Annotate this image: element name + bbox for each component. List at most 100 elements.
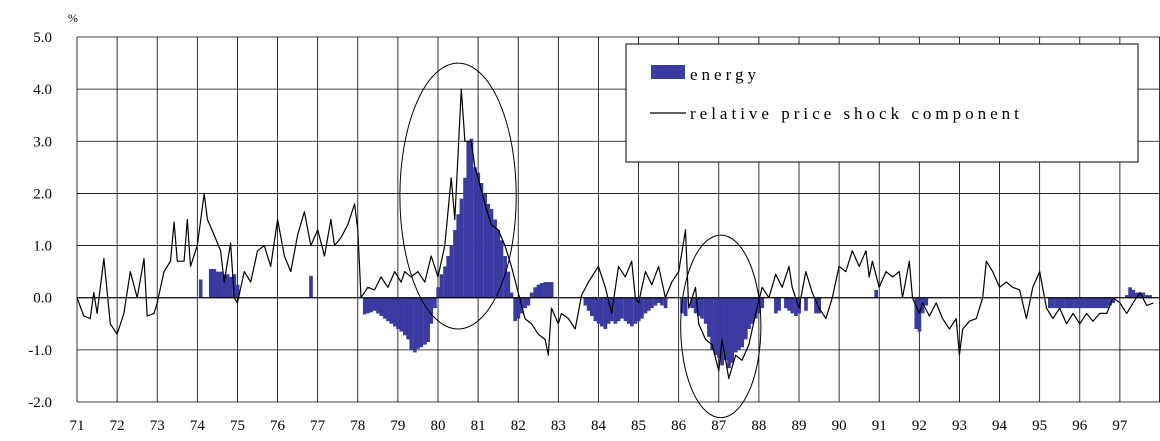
energy-bar [754,297,758,319]
energy-bar [503,256,507,298]
energy-bar [1088,297,1092,309]
energy-bar [643,297,648,314]
y-tick-label: 0.0 [33,291,52,307]
x-tick-label: 85 [631,418,646,434]
energy-bar [693,297,698,314]
x-tick-label: 82 [511,418,526,434]
x-tick-label: 74 [190,418,206,434]
energy-bar [623,297,628,322]
energy-bar [743,297,748,340]
energy-bar [459,198,464,298]
energy-bar [747,297,751,329]
axis-labels: 5.0 4.0 3.0 2.0 1.0 0.0 -1.0 -2.0 71 72 73 74 75 76 77… [28,30,1128,434]
energy-bar [626,297,631,324]
energy-bar [456,214,461,298]
energy-bar [436,287,440,298]
energy-bar [774,297,778,314]
energy-bar [362,297,367,315]
x-tick-label: 95 [1032,418,1047,434]
energy-bar [640,297,644,319]
energy-bar [1074,297,1079,309]
energy-bar [733,297,738,353]
energy-bar [483,193,487,298]
energy-bar [1071,297,1075,309]
energy-bar [453,229,457,298]
energy-bar [596,297,601,324]
energy-bar [486,203,491,298]
energy-bar [924,297,929,306]
energy-bar [386,297,390,322]
energy-bar [920,297,925,314]
x-tick-label: 81 [471,418,486,434]
energy-bar [603,297,608,329]
energy-bar [784,297,788,309]
energy-bar [1084,297,1089,309]
energy-bar [660,297,664,306]
energy-bar [794,297,798,316]
energy-bar [707,297,711,337]
energy-bar [653,297,658,306]
energy-bar [700,297,704,319]
legend-label-relative-price-shock: relative price shock component [690,104,1023,123]
y-tick-label: -1.0 [28,343,52,359]
y-unit-label: % [68,11,78,25]
highlight-ellipse [399,62,517,330]
energy-bar [198,279,203,298]
energy-bar [1061,297,1065,309]
y-tick-label: 1.0 [33,239,52,255]
energy-bar [218,271,223,298]
energy-bar [1104,297,1109,309]
energy-bar [409,297,414,350]
y-tick-label: 3.0 [33,134,52,150]
energy-bar [730,297,734,363]
energy-bar [697,297,701,316]
energy-bar [212,269,217,298]
energy-bar [516,297,521,319]
energy-bar [546,282,551,298]
energy-bar [817,297,822,314]
energy-bar [1094,297,1099,309]
energy-bar [1098,297,1102,309]
energy-bar [1125,295,1129,298]
energy-bar [366,297,370,314]
energy-bar [379,297,384,316]
energy-bar [723,297,728,361]
energy-bar [446,256,450,298]
energy-bar [463,177,467,298]
legend-swatch-energy [651,65,685,79]
energy-bar [228,276,233,298]
energy-bar [443,266,447,298]
energy-bar [1145,295,1149,298]
x-tick-label: 92 [912,418,927,434]
energy-bar [479,183,484,298]
energy-bar [616,297,621,322]
energy-bar [874,289,878,298]
y-tick-label: 2.0 [33,186,52,202]
energy-bar [429,297,434,324]
x-tick-label: 71 [70,418,85,434]
energy-bar [630,297,634,327]
energy-bar [513,297,517,322]
energy-bar [413,297,417,353]
energy-bar [606,297,611,324]
energy-bar [1064,297,1069,309]
energy-bar [589,297,594,316]
energy-bar [466,141,471,298]
x-tick-label: 88 [751,418,766,434]
energy-bar [1091,297,1095,309]
energy-bar [225,274,230,298]
x-tick-label: 90 [832,418,847,434]
energy-bar [737,297,741,350]
energy-bar [1148,295,1152,298]
energy-bar [396,297,400,329]
legend: energy relative price shock component [625,43,1139,163]
energy-bar [489,209,494,298]
energy-bar [376,297,380,314]
energy-bar [1131,289,1136,298]
energy-bar [533,287,538,298]
x-tick-label: 78 [350,418,365,434]
x-tick-label: 86 [671,418,687,434]
energy-bar [1111,297,1116,303]
energy-bar [526,297,531,306]
energy-bar [814,297,818,314]
